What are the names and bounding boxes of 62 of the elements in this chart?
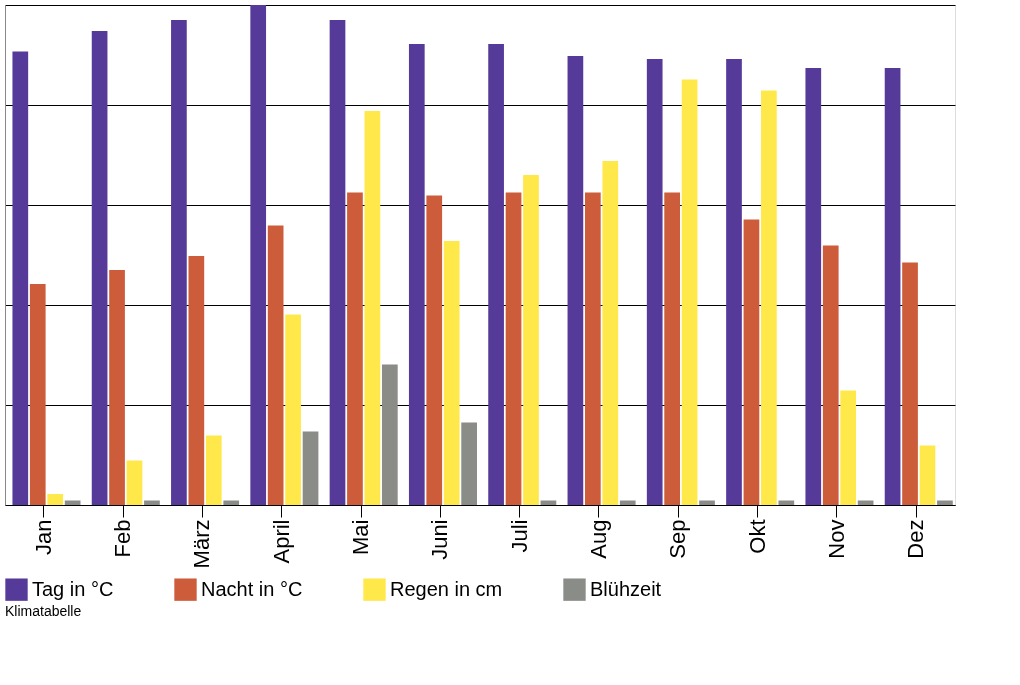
- bar: [47, 494, 64, 505]
- bar: [223, 500, 240, 505]
- bar: [171, 20, 187, 505]
- x-tick-label: März: [189, 519, 215, 569]
- bar: [408, 44, 425, 505]
- bar: [488, 44, 504, 505]
- bar: [619, 500, 636, 505]
- bar: [699, 500, 715, 505]
- bar: [726, 59, 742, 505]
- bar: [347, 192, 363, 505]
- bar: [602, 161, 619, 505]
- x-tick-label: April: [268, 519, 294, 564]
- bar: [109, 270, 125, 505]
- bar: [664, 192, 680, 505]
- x-tick-label: Okt: [744, 519, 770, 554]
- bar: [681, 79, 698, 505]
- bar: [250, 5, 267, 505]
- legend-label: Nacht in °C: [201, 577, 303, 600]
- bar: [29, 284, 46, 505]
- bar: [364, 111, 381, 505]
- bar: [426, 195, 443, 505]
- bar: [302, 431, 319, 505]
- bar: [567, 56, 584, 505]
- bar: [381, 364, 398, 505]
- bar: [188, 256, 205, 505]
- legend-label: Blühzeit: [590, 577, 662, 600]
- bar: [919, 445, 936, 505]
- x-tick-label: Sep: [665, 519, 691, 559]
- bar: [805, 68, 822, 505]
- bar: [884, 68, 901, 505]
- bar: [646, 59, 663, 505]
- bar: [285, 314, 301, 505]
- bar: [205, 435, 222, 505]
- x-tick-label: Mai: [348, 519, 374, 555]
- bar: [523, 175, 539, 505]
- bar: [743, 219, 760, 505]
- bar: [126, 460, 143, 505]
- bar: [267, 225, 284, 505]
- bar: [144, 500, 160, 505]
- x-tick-label: Juli: [506, 519, 532, 553]
- bar: [443, 241, 460, 505]
- bar: [840, 390, 857, 505]
- x-tick-label: Nov: [823, 519, 849, 559]
- bar: [937, 500, 953, 505]
- bar: [12, 51, 29, 505]
- bar: [584, 192, 601, 505]
- bar: [461, 422, 477, 505]
- bar: [761, 90, 777, 505]
- x-tick-label: Juni: [427, 519, 453, 560]
- bar: [902, 262, 918, 505]
- bar: [91, 31, 108, 505]
- legend-label: Regen in cm: [390, 577, 503, 600]
- x-tick-label: Jan: [30, 519, 56, 555]
- x-tick-label: Aug: [585, 519, 611, 559]
- text: Klimatabelle: [5, 603, 82, 619]
- bar: [329, 20, 346, 505]
- x-tick-label: Dez: [903, 519, 929, 559]
- legend-label: Tag in °C: [32, 577, 114, 600]
- x-tick-label: Feb: [110, 519, 136, 558]
- bar: [778, 500, 795, 505]
- bar: [505, 192, 522, 505]
- bar: [822, 245, 839, 505]
